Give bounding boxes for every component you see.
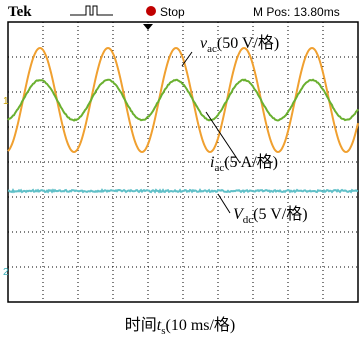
position-readout: M Pos: 13.80ms	[253, 5, 340, 19]
caption: 时间ts(10 ms/格)	[125, 316, 236, 337]
annotation-scale: (5 V/格)	[253, 205, 307, 223]
annotation-sub: dc	[243, 214, 254, 226]
brand: Tek	[8, 4, 32, 20]
page: Tek Stop M Pos: 13.80ms 1 2 vac(50 V/格)i…	[0, 0, 361, 338]
caption-text: 时间	[125, 316, 157, 334]
scope-figure: Tek Stop M Pos: 13.80ms 1 2 vac(50 V/格)i…	[0, 0, 361, 338]
annotation-scale: (50 V/格)	[217, 34, 279, 52]
annotation-sub: ac	[214, 162, 224, 174]
channel-2-marker: 2	[3, 267, 9, 278]
run-status: Stop	[160, 5, 185, 19]
waveform	[8, 190, 358, 192]
channel-1-marker: 1	[3, 96, 9, 107]
annotation-scale: (5 A/格)	[224, 153, 278, 171]
stop-indicator	[146, 6, 156, 16]
caption-scale: (10 ms/格)	[165, 316, 235, 334]
annotation-sub: ac	[207, 43, 217, 55]
